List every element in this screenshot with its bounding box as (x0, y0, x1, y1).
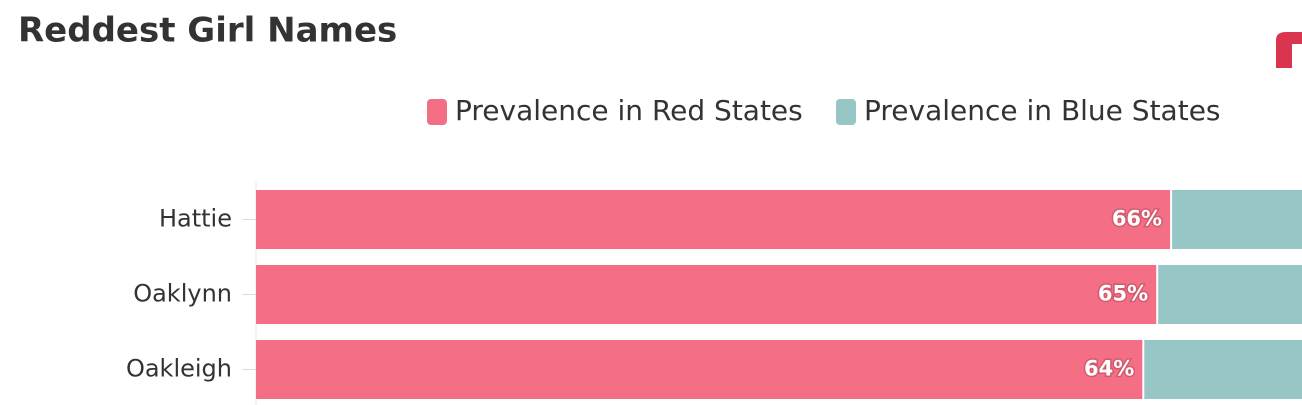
bar-segment (1158, 265, 1302, 324)
value-label: 64% (1084, 357, 1134, 381)
value-label: 65% (1098, 282, 1148, 306)
bar-segment (1172, 190, 1302, 249)
y-tick-label: Oaklynn (133, 280, 232, 308)
chart-title: Reddest Girl Names (18, 11, 397, 51)
legend-swatch (836, 99, 856, 125)
logo-fragment (1276, 32, 1302, 68)
value-label: 66% (1112, 207, 1162, 231)
legend-label: Prevalence in Red States (455, 94, 803, 127)
bar-segment (256, 265, 1157, 324)
legend-label: Prevalence in Blue States (864, 94, 1221, 127)
bar-segment (256, 340, 1143, 399)
y-tick-label: Oakleigh (126, 355, 232, 383)
y-tick-label: Hattie (159, 205, 232, 233)
bar-segment (256, 190, 1171, 249)
bar-segment (1144, 340, 1302, 399)
legend-swatch (427, 99, 447, 125)
